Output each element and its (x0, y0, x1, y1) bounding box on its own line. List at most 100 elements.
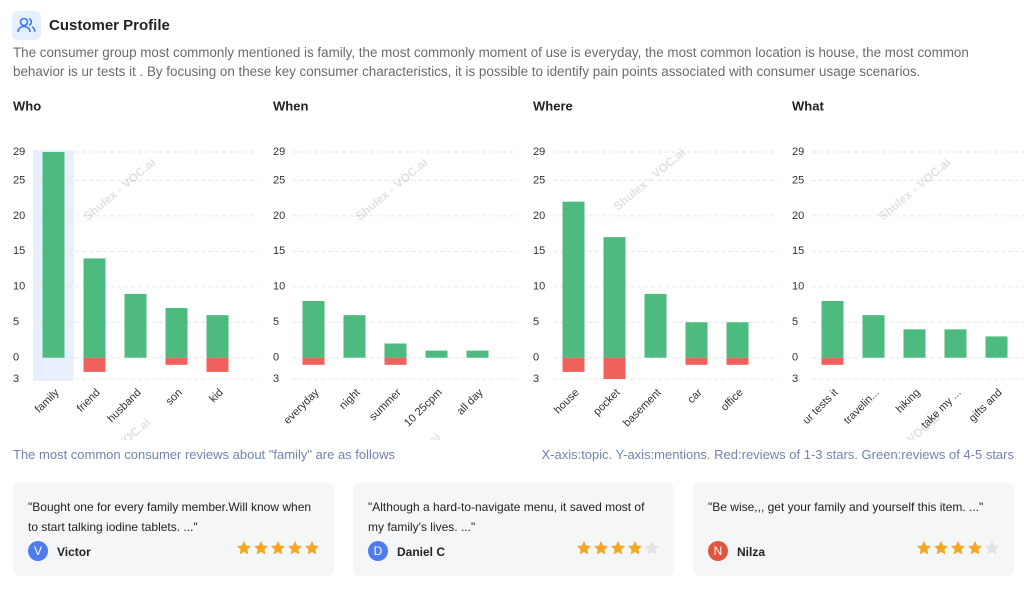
reviews-intro: The most common consumer reviews about "… (13, 447, 396, 462)
bar (302, 300, 325, 358)
bar (985, 336, 1008, 358)
review-text: "Bought one for every family member.Will… (28, 500, 312, 534)
x-tick-label: friend (75, 387, 103, 415)
bar (821, 357, 844, 365)
y-tick-label: 25 (792, 174, 804, 186)
y-tick-label: 0 (13, 352, 19, 364)
x-tick-label: everyday (282, 386, 322, 426)
watermark: Shulex - VOC.ai (866, 410, 943, 440)
star (237, 541, 251, 555)
x-tick-label: travelin... (842, 387, 882, 427)
rating (577, 541, 659, 555)
x-tick-label: summer (367, 386, 404, 423)
chart-title: Who (13, 98, 41, 113)
star (288, 541, 302, 555)
y-tick-label: 10 (273, 281, 285, 293)
x-tick-label: son (164, 387, 185, 408)
bar (562, 357, 585, 372)
bar (685, 322, 708, 358)
y-tick-label: 5 (533, 316, 539, 328)
review-card: "Be wise,,, get your family and yourself… (693, 483, 1014, 576)
y-tick-label: 29 (13, 146, 25, 158)
watermark: Shulex - VOC.ai (366, 430, 443, 440)
y-tick-label: 15 (273, 245, 285, 257)
y-tick-label: 5 (792, 316, 798, 328)
bar (821, 300, 844, 358)
x-tick-label: 10 25cpm (402, 387, 445, 430)
star (254, 541, 268, 555)
star (611, 541, 625, 555)
y-tick-label: 0 (273, 352, 279, 364)
star (968, 541, 982, 555)
x-tick-label: kid (207, 387, 225, 405)
bar (206, 357, 229, 372)
y-tick-label: 20 (533, 210, 545, 222)
watermark: Shulex - VOC.ai (876, 155, 953, 223)
title: Customer Profile (49, 17, 170, 34)
rating (917, 541, 999, 555)
watermark: Shulex - VOC.ai (353, 155, 430, 223)
y-tick-label: 25 (533, 174, 545, 186)
header-icon (12, 11, 41, 40)
star (594, 541, 608, 555)
reviewer-name: Nilza (737, 545, 766, 559)
y-tick-label: 15 (13, 245, 25, 257)
x-tick-label: hiking (894, 387, 923, 416)
y-tick-label: 25 (13, 174, 25, 186)
chart-title: When (273, 98, 308, 113)
avatar: N (708, 541, 728, 561)
review-card: "Although a hard-to-navigate menu, it sa… (353, 483, 674, 576)
axis-note: X-axis:topic. Y-axis:mentions. Red:revie… (541, 447, 1014, 462)
bar (944, 329, 967, 358)
y-tick-label: 29 (273, 146, 285, 158)
y-tick-label: 0 (792, 352, 798, 364)
bar (124, 293, 147, 358)
star (934, 541, 948, 555)
chart-title: Where (533, 98, 573, 113)
reviewer-name: Daniel C (397, 545, 446, 559)
y-tick-label: 29 (533, 146, 545, 158)
x-tick-label: ur tests it (801, 387, 841, 427)
bar (425, 350, 448, 358)
y-tick-label: 20 (13, 210, 25, 222)
y-tick-label: 3 (273, 373, 279, 385)
bar (165, 357, 188, 365)
y-tick-label: 15 (792, 245, 804, 257)
y-tick-label: 5 (273, 316, 279, 328)
y-tick-label: 3 (533, 373, 539, 385)
watermark: Shulex - VOC.ai (81, 155, 158, 223)
bar (685, 357, 708, 365)
bar (343, 315, 366, 358)
review-text: "Be wise,,, get your family and yourself… (708, 500, 984, 514)
star (305, 541, 319, 555)
people-icon (17, 17, 36, 33)
bar (726, 322, 749, 358)
y-tick-label: 20 (792, 210, 804, 222)
x-tick-label: family (33, 386, 62, 415)
y-tick-label: 29 (792, 146, 804, 158)
y-tick-label: 10 (792, 281, 804, 293)
y-tick-label: 10 (533, 281, 545, 293)
bar (726, 357, 749, 365)
y-tick-label: 5 (13, 316, 19, 328)
bar (903, 329, 926, 358)
bar (206, 315, 229, 358)
watermark: Shulex - VOC.ai (611, 145, 688, 213)
bar (83, 357, 106, 372)
chart-title: What (792, 98, 824, 113)
x-tick-label: all day (455, 386, 486, 417)
bar (862, 315, 885, 358)
description: The consumer group most commonly mention… (13, 45, 969, 79)
x-tick-label: gifts and (967, 387, 1005, 425)
y-tick-label: 25 (273, 174, 285, 186)
review-card: "Bought one for every family member.Will… (13, 483, 334, 576)
reviewer-name: Victor (57, 545, 91, 559)
star (271, 541, 285, 555)
bar (603, 357, 626, 379)
star (985, 541, 999, 555)
bar (644, 293, 667, 358)
bar (562, 201, 585, 358)
bar (165, 308, 188, 358)
x-tick-label: office (719, 387, 746, 414)
